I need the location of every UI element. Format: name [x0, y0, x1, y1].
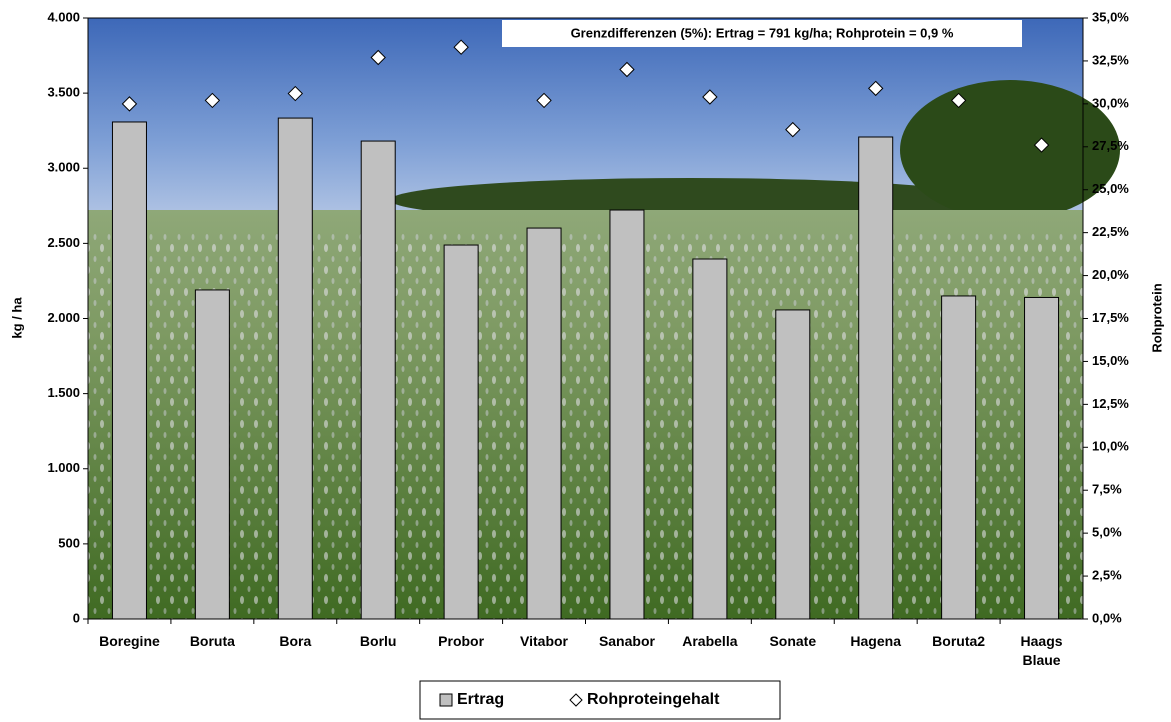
y2-tick-label: 7,5%: [1092, 482, 1122, 497]
x-tick-label: Hagena: [850, 633, 901, 649]
marker: [1033, 137, 1050, 153]
bar: [443, 244, 479, 620]
x-tick-label: Sonate: [769, 633, 817, 649]
marker: [785, 121, 801, 138]
annotation: Grenzdifferenzen (5%): Ertrag = 791 kg/h…: [571, 25, 954, 40]
marker: [536, 92, 552, 109]
legend-swatch: [439, 693, 453, 707]
y2-tick-label: 17,5%: [1092, 310, 1129, 325]
legend-box: [419, 680, 781, 720]
y2-tick-label: 10,0%: [1092, 439, 1129, 454]
y-tick-label: 2.000: [47, 310, 80, 325]
bar: [609, 209, 645, 620]
y-tick-label: 1.000: [47, 460, 80, 475]
y-tick-label: 3.500: [47, 85, 80, 100]
bar: [526, 227, 562, 620]
bar: [775, 309, 811, 620]
bar: [692, 258, 728, 620]
y2-tick-label: 30,0%: [1092, 95, 1129, 110]
y2-tick-label: 35,0%: [1092, 9, 1129, 24]
x-tick-label: Sanabor: [598, 633, 655, 649]
y2-tick-label: 5,0%: [1092, 525, 1122, 540]
legend-label: Rohproteingehalt: [587, 691, 720, 708]
marker: [204, 92, 221, 109]
x-tick-label: Boruta: [189, 633, 235, 649]
bar: [194, 289, 230, 620]
bar: [941, 295, 977, 620]
plot-background: [88, 18, 1120, 619]
bar: [111, 121, 147, 620]
marker: [868, 80, 884, 97]
marker: [702, 89, 718, 105]
bar: [858, 136, 894, 620]
y-tick-label: 4.000: [47, 9, 80, 24]
x-tick-label: Bora: [279, 633, 312, 649]
annotation-box: [502, 20, 1022, 47]
y2-tick-label: 15,0%: [1092, 353, 1129, 368]
marker: [453, 39, 469, 55]
y-tick-label: 500: [58, 535, 80, 550]
x-tick-label: Haags Blaue: [1020, 633, 1063, 668]
marker: [121, 96, 138, 112]
y2-tick-label: 0,0%: [1092, 610, 1122, 625]
y-tick-label: 0: [73, 610, 80, 625]
bar: [360, 140, 396, 620]
marker: [287, 85, 303, 102]
x-tick-label: Boruta2: [932, 633, 986, 649]
marker: [370, 49, 386, 66]
x-tick-label: Borlu: [359, 633, 397, 649]
y-tick-label: 1.500: [47, 385, 80, 400]
x-tick-label: Probor: [438, 633, 485, 649]
y2-tick-label: 2,5%: [1092, 568, 1122, 583]
y2-tick-label: 20,0%: [1092, 267, 1129, 282]
y2-tick-label: 22,5%: [1092, 224, 1129, 239]
x-tick-label: Boregine: [99, 633, 160, 649]
y2-tick-label: 25,0%: [1092, 181, 1129, 196]
marker: [619, 61, 635, 78]
legend-swatch: [569, 693, 583, 707]
x-tick-label: Vitabor: [520, 633, 569, 649]
y2-tick-label: 27,5%: [1092, 138, 1129, 153]
y2-tick-label: 32,5%: [1092, 52, 1129, 67]
x-tick-label: Arabella: [682, 633, 738, 649]
y-tick-label: 3.000: [47, 160, 80, 175]
y2-axis-title: Rohprotein: [1149, 283, 1164, 352]
y-tick-label: 2.500: [47, 235, 80, 250]
marker: [950, 92, 967, 109]
y2-tick-label: 12,5%: [1092, 396, 1129, 411]
bar: [1024, 296, 1060, 620]
legend-label: Ertrag: [457, 691, 504, 708]
bar: [277, 117, 313, 620]
y-axis-title: kg / ha: [9, 297, 24, 339]
